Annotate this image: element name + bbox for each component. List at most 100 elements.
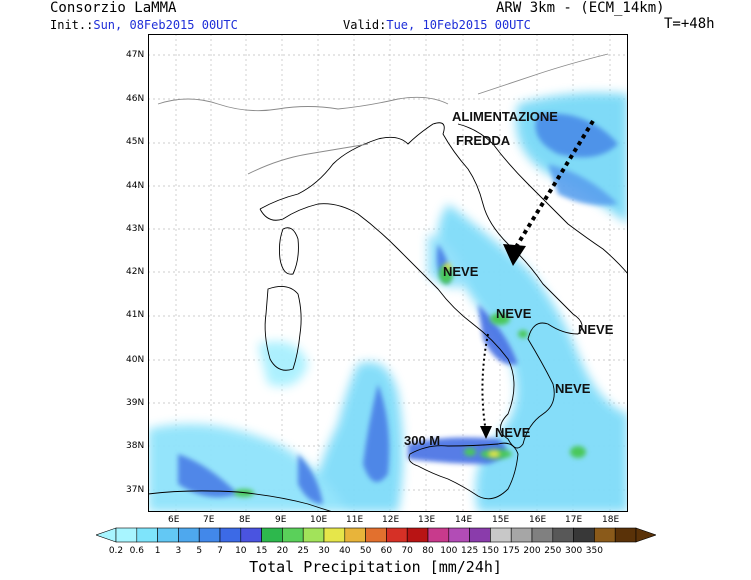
flow-arrows — [480, 119, 595, 439]
colorbar-cell — [115, 527, 138, 543]
colorbar-cell — [531, 527, 554, 543]
lat-tick-47: 47N — [126, 50, 145, 60]
coastlines — [148, 53, 628, 512]
colorbar-label: 70 — [401, 546, 413, 556]
colorbar-title: Total Precipitation [mm/24h] — [249, 558, 502, 576]
lat-tick-41: 41N — [126, 310, 145, 320]
precipitation-map — [148, 34, 628, 512]
lon-tick-6: 6E — [168, 515, 180, 525]
colorbar-label: 15 — [255, 546, 268, 556]
lat-tick-40: 40N — [126, 355, 145, 365]
precipitation-field — [148, 92, 628, 512]
colorbar-cell — [490, 527, 512, 543]
lat-tick-43: 43N — [126, 224, 145, 234]
colorbar-label: 5 — [196, 546, 203, 556]
annotation-neve-3: NEVE — [578, 322, 614, 337]
colorbar-cell — [302, 527, 325, 543]
colorbar-label: 150 — [481, 546, 499, 556]
colorbar-cell — [344, 527, 366, 543]
colorbar-cell — [552, 527, 574, 543]
colorbar-label: 0.6 — [129, 546, 144, 556]
lon-tick-7: 7E — [203, 515, 215, 525]
lat-tick-42: 42N — [126, 267, 145, 277]
colorbar-label: 250 — [544, 546, 562, 556]
lon-tick-13: 13E — [418, 515, 436, 525]
colorbar-left-triangle — [96, 527, 117, 543]
colorbar-label: 7 — [217, 546, 223, 556]
map-frame — [148, 34, 628, 512]
colorbar-cell — [614, 527, 637, 543]
colorbar-cell — [282, 527, 304, 543]
lat-tick-37: 37N — [126, 485, 145, 495]
annotation-neve-4: NEVE — [555, 381, 591, 396]
colorbar-cell — [573, 527, 595, 543]
colorbar-label: 80 — [422, 546, 434, 556]
colorbar-label: 60 — [380, 546, 393, 556]
init-value: Sun, 08Feb2015 00UTC — [93, 18, 238, 32]
lon-tick-11: 11E — [346, 515, 364, 525]
lon-tick-15: 15E — [492, 515, 510, 525]
colorbar-cell — [427, 527, 450, 543]
colorbar-right-triangle — [635, 527, 656, 543]
forecast-step: T=+48h — [664, 16, 715, 32]
colorbar-cell — [323, 527, 346, 543]
lat-tick-44: 44N — [126, 181, 145, 191]
annotation-alimentazione: ALIMENTAZIONE — [452, 109, 558, 124]
lon-tick-9: 9E — [275, 515, 287, 525]
colorbar-label: 25 — [297, 546, 309, 556]
valid-info: Valid:Tue, 10Feb2015 00UTC — [343, 18, 531, 32]
lon-tick-8: 8E — [239, 515, 251, 525]
colorbar-label: 50 — [359, 546, 372, 556]
colorbar-cell — [219, 527, 242, 543]
lon-tick-10: 10E — [310, 515, 328, 525]
cold-air-arrowhead — [503, 244, 526, 266]
colorbar-cell — [157, 527, 179, 543]
annotation-neve-1: NEVE — [443, 264, 479, 279]
colorbar — [96, 527, 656, 543]
model-title: ARW 3km - (ECM_14km) — [496, 0, 665, 16]
colorbar-label: 0.2 — [108, 546, 124, 556]
colorbar-cell — [386, 527, 408, 543]
colorbar-cell — [365, 527, 387, 543]
colorbar-label: 20 — [276, 546, 289, 556]
colorbar-cell — [448, 527, 470, 543]
colorbar-cell — [406, 527, 429, 543]
lat-tick-45: 45N — [126, 137, 145, 147]
snow-line-arrow — [481, 333, 489, 433]
colorbar-label: 30 — [318, 546, 330, 556]
colorbar-label: 200 — [523, 546, 541, 556]
colorbar-label: 10 — [235, 546, 247, 556]
lon-tick-12: 12E — [382, 515, 400, 525]
colorbar-cell — [198, 527, 221, 543]
colorbar-label: 1 — [154, 546, 161, 556]
lat-tick-39: 39N — [126, 398, 145, 408]
colorbar-label: 100 — [440, 546, 458, 556]
init-info: Init.:Sun, 08Feb2015 00UTC — [50, 18, 238, 32]
init-label: Init.: — [50, 18, 94, 32]
colorbar-label: 300 — [565, 546, 583, 556]
lon-tick-18: 18E — [602, 515, 620, 525]
snow-line-arrowhead — [480, 426, 492, 439]
producer-title: Consorzio LaMMA — [50, 0, 177, 16]
colorbar-label: 175 — [502, 546, 520, 556]
colorbar-label: 350 — [585, 546, 603, 556]
colorbar-cell — [261, 527, 283, 543]
colorbar-label: 40 — [339, 546, 351, 556]
valid-label: Valid: — [343, 18, 387, 32]
colorbar-cell — [469, 527, 491, 543]
annotation-neve-5: NEVE — [495, 425, 531, 440]
colorbar-cell — [178, 527, 200, 543]
lon-tick-16: 16E — [529, 515, 547, 525]
cold-air-arrow — [511, 119, 595, 254]
annotation-neve-2: NEVE — [496, 306, 532, 321]
lon-tick-14: 14E — [455, 515, 473, 525]
colorbar-cell — [594, 527, 616, 543]
annotation-fredda: FREDDA — [456, 133, 511, 148]
lat-tick-38: 38N — [126, 441, 145, 451]
colorbar-label: 3 — [175, 546, 182, 556]
colorbar-cell — [510, 527, 533, 543]
colorbar-label: 125 — [461, 546, 479, 556]
lon-tick-17: 17E — [565, 515, 583, 525]
annotation-height: 300 M — [404, 433, 441, 448]
valid-value: Tue, 10Feb2015 00UTC — [386, 18, 531, 32]
